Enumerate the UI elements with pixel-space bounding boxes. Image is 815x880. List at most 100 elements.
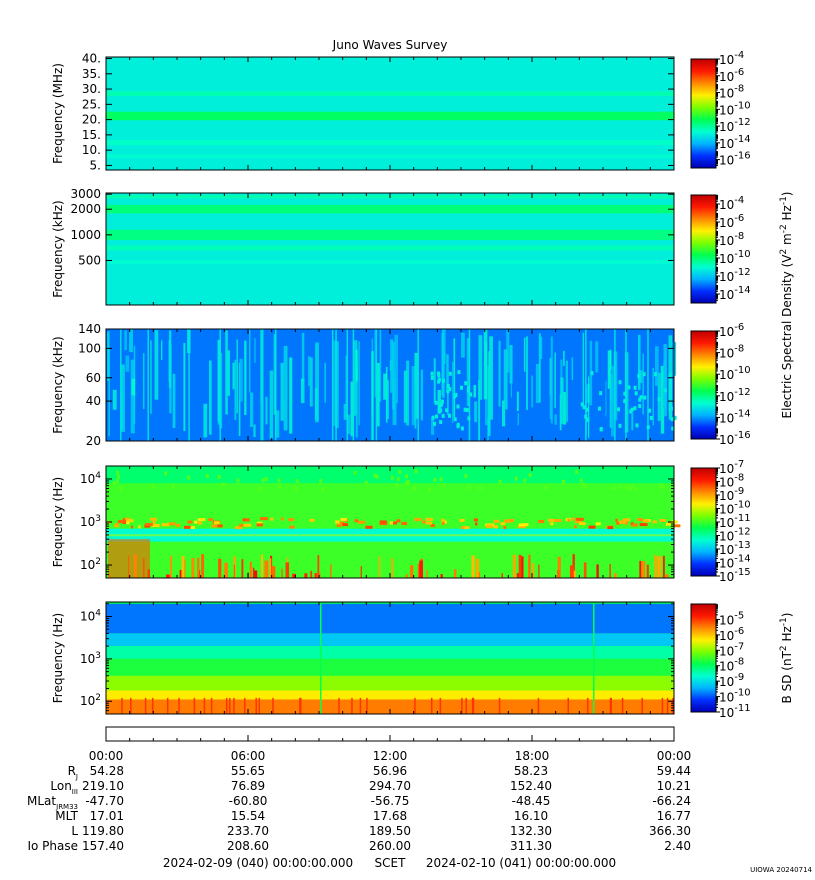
wave-patch: [466, 388, 470, 393]
wave-patch: [597, 406, 601, 411]
wave-emission: [453, 338, 456, 418]
emission-line: [340, 517, 347, 521]
ephemeris-value: 208.60: [227, 839, 269, 853]
low-frequency-burst: [501, 573, 504, 578]
wave-patch: [433, 421, 437, 426]
wave-patch: [623, 399, 627, 404]
ephemeris-value: 189.50: [369, 824, 411, 838]
green-speckle: [441, 483, 445, 488]
wave-emission: [466, 337, 470, 406]
magnetic-spectrum-layer: [106, 633, 674, 647]
colorbar: [690, 194, 717, 304]
emission-band: [106, 260, 674, 264]
wave-emission: [411, 366, 416, 426]
colorbar-tick-label: 10-6: [719, 322, 744, 339]
green-speckle: [405, 474, 409, 479]
low-frequency-burst: [253, 570, 258, 578]
ephemeris-table: RJ 54.28 55.65 56.96 58.23 59.44 LonIII 219.10 7…: [27, 764, 691, 853]
wave-emission: [587, 376, 590, 438]
emission-line: [578, 522, 586, 526]
y-axis-label: Frequency (kHz): [51, 336, 65, 433]
low-frequency-burst: [391, 558, 394, 578]
emission-line: [547, 518, 555, 522]
emission-line: [115, 522, 119, 526]
green-speckle: [544, 485, 548, 490]
y-tick-label: 40.: [82, 52, 101, 66]
low-frequency-burst: [197, 557, 200, 578]
ephemeris-value: 55.65: [231, 764, 265, 778]
wave-emission: [489, 336, 493, 420]
wave-burst: [120, 329, 122, 441]
low-frequency-burst: [453, 569, 457, 578]
green-speckle: [294, 486, 298, 491]
emission-line: [168, 522, 176, 526]
ephemeris-row-label: RJ: [68, 764, 78, 781]
low-frequency-burst: [170, 555, 173, 578]
wave-emission: [509, 345, 513, 384]
emission-edge: [106, 534, 674, 537]
emission-line: [365, 525, 373, 529]
low-frequency-spike: [609, 697, 612, 714]
colorbar-tick-label: 10-15: [719, 567, 751, 584]
low-frequency-burst: [583, 562, 587, 578]
wave-emission: [516, 391, 519, 412]
wave-patch: [580, 402, 584, 407]
emission-band: [106, 154, 674, 159]
wave-patch: [590, 371, 594, 376]
wave-patch: [437, 379, 441, 384]
emission-line: [151, 524, 160, 528]
green-speckle: [618, 484, 622, 489]
wave-patch: [657, 397, 661, 402]
y-tick-label: 103: [80, 651, 101, 666]
emission-line: [509, 519, 514, 523]
ephemeris-value: 152.40: [510, 779, 552, 793]
wave-emission: [582, 332, 585, 408]
wave-patch: [440, 399, 444, 404]
wave-emission: [611, 365, 615, 437]
green-speckle: [375, 474, 379, 479]
wave-patch: [439, 420, 443, 425]
low-frequency-spike: [610, 697, 613, 714]
time-tick-label: 12:00: [373, 749, 408, 763]
wave-emission: [540, 336, 543, 359]
colorbar-tick-label: 10-11: [719, 703, 751, 720]
green-speckle: [258, 486, 262, 491]
wave-emission: [183, 342, 186, 432]
wave-emission: [112, 389, 117, 410]
emission-line: [442, 521, 445, 525]
emission-band: [106, 229, 674, 240]
wave-patch: [456, 404, 460, 409]
green-speckle: [427, 487, 431, 492]
wave-patch: [460, 385, 464, 390]
y-tick-label: 102: [80, 557, 101, 572]
wave-emission: [160, 340, 163, 361]
emission-line: [379, 520, 387, 524]
wave-patch: [639, 395, 643, 400]
wave-patch: [618, 380, 622, 385]
wave-patch: [584, 414, 588, 419]
wave-emission: [637, 334, 641, 391]
low-frequency-burst: [249, 561, 252, 578]
wave-patch: [446, 389, 450, 394]
magnetic-spectrum-layer: [106, 658, 674, 676]
wave-emission: [234, 359, 237, 421]
wave-emission: [203, 403, 208, 438]
wave-emission: [433, 358, 436, 403]
wave-patch: [467, 386, 471, 391]
low-frequency-spike: [144, 697, 147, 714]
green-speckle: [115, 479, 119, 484]
wave-patch: [445, 408, 449, 413]
magnetic-burst: [320, 602, 322, 714]
colorbar: [690, 330, 717, 440]
wave-emission: [550, 336, 553, 424]
wave-patch: [464, 381, 468, 386]
emission-line: [567, 518, 571, 522]
green-speckle: [624, 485, 628, 490]
wave-emission: [478, 380, 481, 441]
green-speckle: [353, 471, 357, 476]
colorbar-tick-label: 10-6: [719, 626, 744, 643]
ephemeris-value: -56.75: [371, 794, 410, 808]
low-frequency-burst: [405, 574, 408, 578]
ephemeris-value: 15.54: [231, 809, 265, 823]
wave-patch: [633, 385, 637, 390]
